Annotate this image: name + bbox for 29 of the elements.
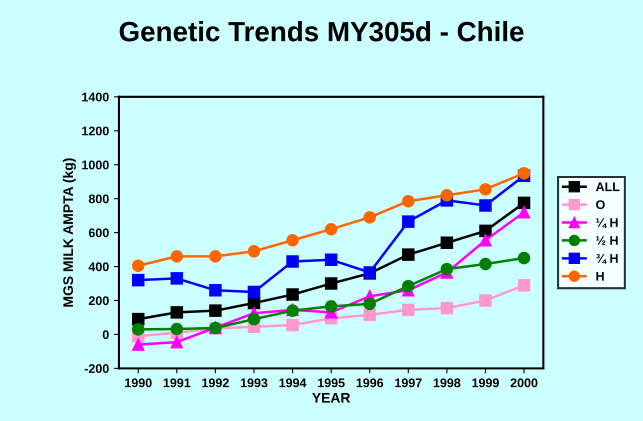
- chart-title: Genetic Trends MY305d - Chile: [120, 21, 524, 42]
- y-tick-label: 200: [88, 296, 109, 306]
- y-tick-label: 800: [88, 194, 109, 204]
- x-tick-label: 1995: [318, 378, 345, 388]
- legend-label: O: [596, 200, 605, 210]
- y-tick-label: 1400: [82, 92, 109, 102]
- y-tick-label: 0: [102, 330, 109, 340]
- x-tick-label: 1990: [125, 378, 152, 388]
- y-tick-label: 400: [88, 262, 109, 272]
- x-axis-title: YEAR: [312, 393, 350, 403]
- x-tick-label: 1991: [164, 378, 190, 388]
- x-tick-label: 1992: [202, 378, 229, 388]
- legend-label: ¾ H: [596, 254, 618, 264]
- x-tick-label: 1994: [279, 378, 306, 388]
- y-tick-label: 1000: [82, 160, 109, 170]
- x-tick-label: 1998: [434, 378, 460, 388]
- legend-label: H: [596, 272, 604, 281]
- y-tick-label: 1200: [82, 126, 109, 136]
- x-tick-label: 1996: [356, 378, 384, 388]
- legend-label: ¼ H: [596, 218, 618, 228]
- x-tick-label: 2000: [510, 378, 538, 388]
- x-tick-label: 1999: [472, 378, 499, 388]
- x-tick-label: 1993: [240, 378, 268, 388]
- legend-label: ½ H: [596, 236, 618, 245]
- x-tick-label: 1997: [395, 378, 422, 388]
- y-tick-label: -200: [84, 364, 109, 374]
- legend-label: ALL: [596, 182, 620, 192]
- y-axis-title: MGS MILK AMPTA (kg): [62, 158, 76, 307]
- y-tick-label: 600: [88, 228, 109, 238]
